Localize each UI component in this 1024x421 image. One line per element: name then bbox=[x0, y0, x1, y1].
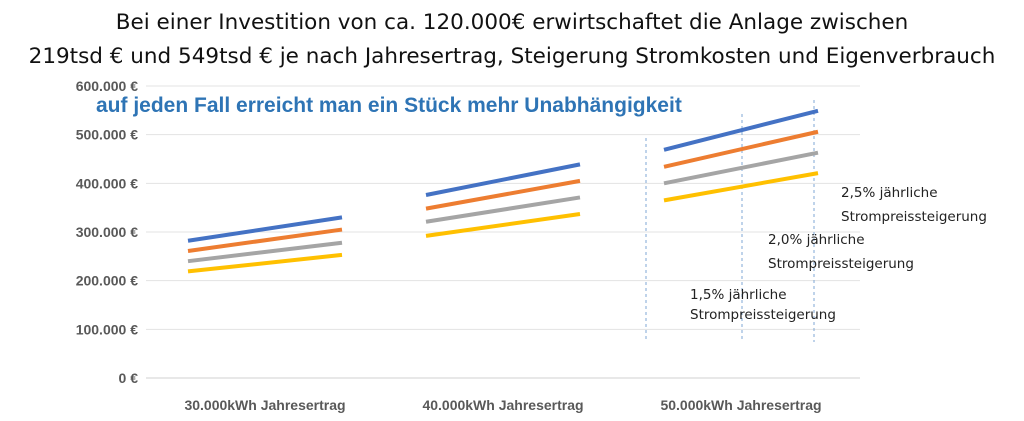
annotation-1-5-line-1: 1,5% jährliche bbox=[690, 287, 787, 303]
annotation-2-5-percent: 2,5% jährliche Strompreissteigerung bbox=[841, 185, 987, 225]
series-segment bbox=[663, 171, 819, 203]
annotation-1-5-line-2: Strompreissteigerung bbox=[690, 307, 836, 323]
series-segment bbox=[187, 227, 343, 253]
chart-title-line-1: Bei einer Investition von ca. 120.000€ e… bbox=[115, 10, 909, 35]
chart-subtitle: auf jeden Fall erreicht man ein Stück me… bbox=[96, 94, 682, 117]
series-segment bbox=[187, 240, 343, 264]
chart-title-line-2: 219tsd € und 549tsd € je nach Jahresertr… bbox=[28, 44, 996, 69]
series-lines bbox=[187, 108, 819, 274]
series-segment bbox=[425, 212, 581, 238]
annotation-2-0-line-2: Strompreissteigerung bbox=[768, 256, 914, 272]
chart-title: Bei einer Investition von ca. 120.000€ e… bbox=[0, 6, 1024, 74]
y-axis-tick-labels: 0 € 100.000 € 200.000 € 300.000 € 400.000 € 5… bbox=[76, 78, 139, 386]
y-tick-label: 0 € bbox=[119, 370, 139, 386]
x-category-label: 50.000kWh Jahresertrag bbox=[660, 397, 821, 413]
series-segment bbox=[663, 108, 819, 152]
annotation-2-5-line-2: Strompreissteigerung bbox=[841, 209, 987, 225]
series-segment bbox=[425, 178, 581, 211]
series-segment bbox=[425, 195, 581, 224]
annotation-1-5-percent: 1,5% jährliche Strompreissteigerung bbox=[690, 287, 836, 323]
gridlines bbox=[146, 85, 860, 379]
x-category-label: 30.000kWh Jahresertrag bbox=[184, 397, 345, 413]
series-segment bbox=[425, 162, 581, 197]
y-tick-label: 300.000 € bbox=[76, 224, 138, 240]
y-tick-label: 100.000 € bbox=[76, 321, 138, 337]
x-axis-category-labels: 30.000kWh Jahresertrag 40.000kWh Jahreser… bbox=[184, 397, 821, 413]
y-tick-label: 600.000 € bbox=[76, 78, 138, 94]
series-segment bbox=[187, 215, 343, 243]
y-tick-label: 400.000 € bbox=[76, 175, 138, 191]
y-tick-label: 200.000 € bbox=[76, 273, 138, 289]
series-segment bbox=[187, 252, 343, 274]
series-segment bbox=[663, 150, 819, 186]
annotation-2-0-percent: 2,0% jährliche Strompreissteigerung bbox=[768, 232, 914, 272]
x-category-label: 40.000kWh Jahresertrag bbox=[422, 397, 583, 413]
annotation-2-0-line-1: 2,0% jährliche bbox=[768, 232, 865, 248]
annotation-2-5-line-1: 2,5% jährliche bbox=[841, 185, 938, 201]
y-tick-label: 500.000 € bbox=[76, 127, 138, 143]
series-segment bbox=[663, 129, 819, 169]
annotation-guide-lines bbox=[645, 100, 815, 342]
